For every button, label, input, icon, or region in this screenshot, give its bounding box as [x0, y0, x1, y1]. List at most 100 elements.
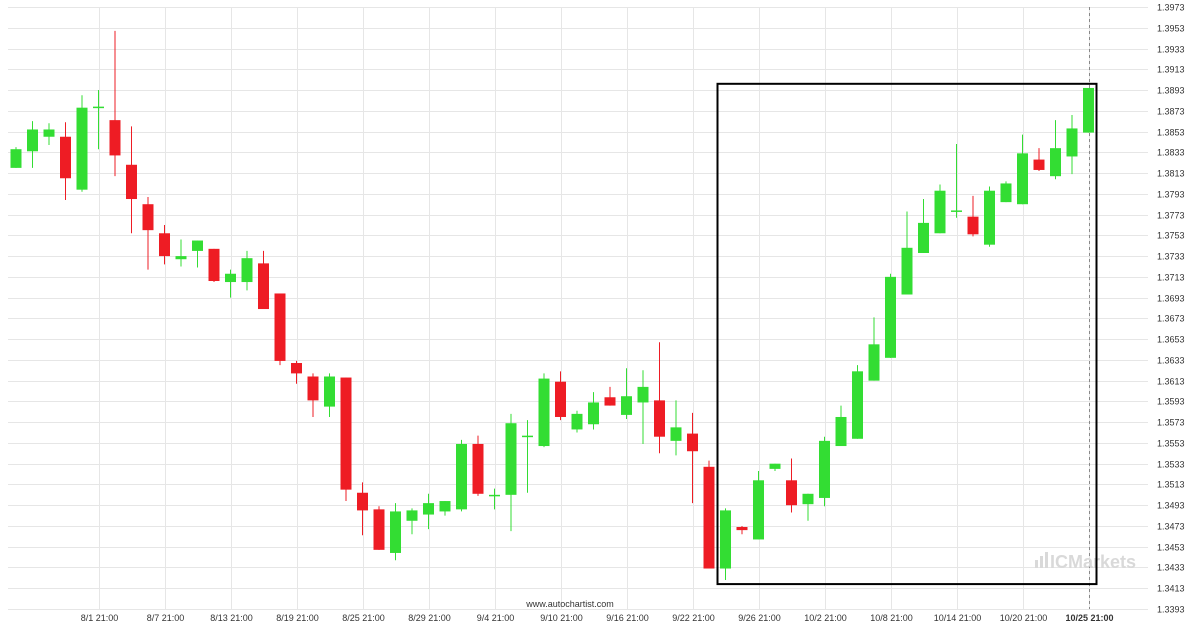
- bullish-candle: [637, 370, 649, 444]
- x-tick-label: 10/2 21:00: [804, 613, 847, 623]
- bullish-candle: [538, 373, 550, 448]
- candle-body: [1033, 159, 1045, 170]
- candle-body: [423, 503, 434, 515]
- y-tick-label: 1.3513: [1157, 480, 1185, 490]
- bullish-candle: [1083, 87, 1094, 133]
- y-tick-label: 1.3493: [1157, 501, 1185, 511]
- bearish-candle: [159, 224, 170, 265]
- y-tick-label: 1.3713: [1157, 273, 1185, 283]
- bullish-candle: [571, 410, 583, 433]
- y-tick-label: 1.3393: [1157, 605, 1185, 615]
- y-tick-label: 1.3413: [1157, 584, 1185, 594]
- bullish-candle: [390, 503, 401, 561]
- candle-body: [1050, 148, 1061, 177]
- bearish-candle: [274, 293, 286, 366]
- candle-body: [885, 276, 896, 358]
- x-tick-label: 8/13 21:00: [210, 613, 253, 623]
- bearish-candle: [208, 248, 220, 283]
- bullish-candle: [1050, 120, 1061, 180]
- bullish-candle: [934, 184, 946, 234]
- candle-body: [406, 510, 418, 521]
- candle-body: [307, 376, 319, 401]
- bearish-candle: [307, 373, 319, 417]
- candle-body: [357, 492, 368, 511]
- bullish-candle: [522, 420, 533, 493]
- x-tick-label: 9/22 21:00: [672, 613, 715, 623]
- y-tick-label: 1.3953: [1157, 24, 1185, 34]
- watermark-brand: ICMarkets: [1050, 552, 1136, 572]
- candle-body: [934, 190, 946, 234]
- candle-body: [868, 344, 880, 381]
- bearish-candle: [604, 386, 616, 406]
- candle-body: [439, 501, 451, 512]
- candle-body: [489, 494, 500, 497]
- x-tick-label: 10/25 21:00: [1065, 613, 1113, 623]
- y-tick-label: 1.3593: [1157, 397, 1185, 407]
- candle-body: [159, 233, 170, 257]
- x-tick-label: 8/19 21:00: [276, 613, 319, 623]
- bullish-candle: [505, 413, 517, 532]
- y-tick-label: 1.3733: [1157, 252, 1185, 262]
- candle-body: [703, 466, 715, 569]
- candle-body: [967, 216, 979, 235]
- y-tick-label: 1.3653: [1157, 335, 1185, 345]
- bullish-candle: [769, 463, 781, 471]
- candle-body: [274, 293, 286, 361]
- candle-body: [538, 378, 550, 447]
- bearish-candle: [687, 412, 698, 504]
- pattern-highlight-box: [716, 82, 1098, 586]
- bullish-candle: [1000, 181, 1012, 203]
- y-tick-label: 1.3553: [1157, 439, 1185, 449]
- x-tick-label: 9/16 21:00: [606, 613, 649, 623]
- candle-body: [604, 397, 616, 406]
- candle-body: [505, 423, 517, 495]
- highlight-box-layer: [716, 82, 1098, 586]
- bullish-candle: [456, 439, 467, 512]
- candle-body: [588, 402, 599, 425]
- bullish-candle: [670, 400, 682, 456]
- bullish-candle: [885, 273, 896, 358]
- candle-body: [43, 129, 55, 137]
- y-tick-label: 1.3773: [1157, 211, 1185, 221]
- bullish-candle: [241, 250, 253, 291]
- y-tick-label: 1.3913: [1157, 65, 1185, 75]
- candle-body: [1066, 128, 1078, 157]
- bullish-candle: [27, 121, 38, 168]
- x-tick-label: 8/1 21:00: [81, 613, 119, 623]
- candle-body: [76, 107, 88, 190]
- candle-body: [324, 376, 335, 407]
- y-tick-label: 1.3693: [1157, 294, 1185, 304]
- bearish-candle: [654, 342, 665, 454]
- bearish-candle: [736, 525, 748, 535]
- grid-lines: [8, 7, 1148, 610]
- y-tick-label: 1.3813: [1157, 169, 1185, 179]
- bullish-candle: [192, 240, 203, 268]
- y-tick-label: 1.3793: [1157, 190, 1185, 200]
- candles: [10, 30, 1094, 580]
- y-axis: 1.3393 1.3413 1.3433 1.3453 1.3473 1.3493 1.35…: [1157, 3, 1185, 615]
- bullish-candle: [588, 392, 599, 430]
- bearish-candle: [340, 377, 352, 502]
- candle-body: [175, 256, 187, 260]
- x-tick-label: 10/8 21:00: [870, 613, 913, 623]
- candle-body: [60, 136, 71, 179]
- bullish-candle: [852, 365, 863, 439]
- source-label: www.autochartist.com: [525, 599, 614, 609]
- bearish-candle: [291, 360, 302, 384]
- candle-body: [27, 129, 38, 152]
- bearish-candle: [258, 250, 269, 310]
- x-tick-label: 9/10 21:00: [540, 613, 583, 623]
- candle-body: [819, 440, 830, 498]
- candle-body: [637, 386, 649, 403]
- watermark-bars-icon: [1035, 552, 1048, 568]
- x-tick-label: 8/29 21:00: [408, 613, 451, 623]
- watermark: ICMarkets: [1035, 552, 1136, 572]
- bullish-candle: [423, 493, 434, 530]
- candle-body: [984, 190, 995, 245]
- candle-body: [109, 120, 121, 156]
- bearish-candle: [60, 122, 71, 201]
- bearish-candle: [142, 196, 154, 270]
- candle-body: [1083, 87, 1094, 133]
- candle-body: [291, 363, 302, 374]
